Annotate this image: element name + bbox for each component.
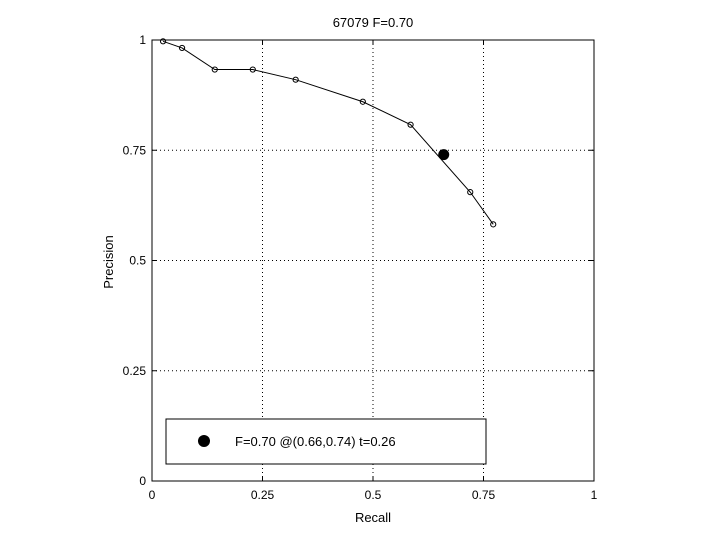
legend-box (165, 418, 487, 465)
x-tick-label: 0.5 (365, 488, 382, 502)
x-tick-label: 1 (591, 488, 598, 502)
y-tick-label: 1 (139, 33, 146, 47)
data-point (249, 66, 256, 73)
data-point (292, 76, 299, 83)
series-line (162, 40, 494, 225)
x-axis-label: Recall (355, 510, 391, 525)
data-point (467, 189, 474, 196)
legend-text: F=0.70 @(0.66,0.74) t=0.26 (235, 434, 396, 449)
data-point (159, 38, 167, 45)
x-tick-label: 0.75 (472, 488, 496, 502)
y-axis-label: Precision (101, 235, 116, 288)
data-point (359, 98, 366, 105)
y-tick-label: 0 (139, 474, 146, 488)
series-group (159, 38, 497, 228)
y-tick-label: 0.75 (123, 143, 147, 157)
y-tick-label: 0.25 (123, 364, 147, 378)
legend-marker (198, 435, 210, 447)
data-point (490, 221, 497, 228)
chart-title: 67079 F=0.70 (333, 15, 414, 30)
data-point (407, 121, 414, 128)
axis-ticks: 0 0.25 0.5 0.75 1 0 0.25 0.5 0.75 1 (123, 33, 598, 502)
data-point (211, 66, 218, 73)
legend: F=0.70 @(0.66,0.74) t=0.26 (165, 418, 487, 465)
best-f-point (438, 149, 450, 161)
best-point-group (438, 149, 450, 161)
x-tick-label: 0 (149, 488, 156, 502)
x-tick-label: 0.25 (251, 488, 275, 502)
data-point (178, 44, 186, 52)
y-tick-label: 0.5 (129, 254, 146, 268)
grid-lines (152, 40, 594, 481)
